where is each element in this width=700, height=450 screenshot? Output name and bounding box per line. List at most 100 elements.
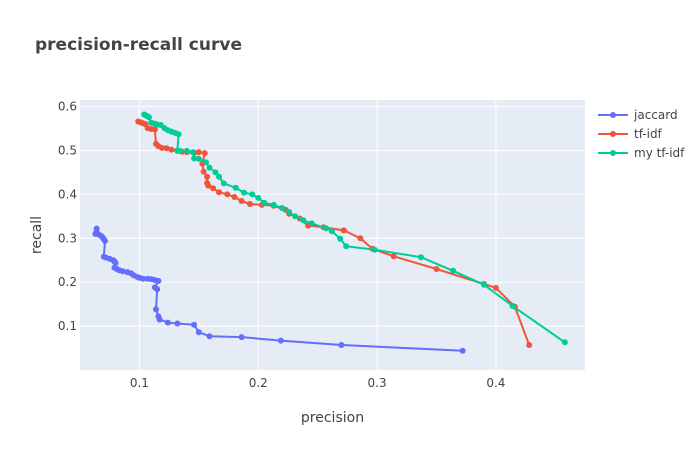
y-tick-label: 0.4 — [58, 187, 77, 201]
data-point — [241, 189, 247, 196]
data-point — [255, 194, 262, 201]
data-point — [231, 194, 238, 200]
x-tick-label: 0.2 — [249, 376, 268, 390]
data-point — [191, 321, 198, 328]
x-tick-labels: 0.1 0.2 0.3 0.4 — [130, 376, 506, 390]
data-point — [340, 227, 347, 234]
data-point — [112, 259, 119, 266]
data-point — [151, 126, 158, 133]
data-point — [195, 149, 202, 156]
data-point — [328, 228, 335, 235]
y-tick-labels: 0.1 0.2 0.3 0.4 0.5 0.6 — [58, 100, 77, 334]
series-layer — [92, 111, 568, 354]
legend-label: jaccard — [633, 108, 678, 122]
data-point — [270, 201, 277, 208]
x-tick-label: 0.4 — [486, 376, 505, 390]
data-point — [220, 180, 227, 187]
data-point — [206, 164, 213, 171]
data-point — [292, 213, 299, 220]
data-point — [159, 144, 165, 151]
data-point — [156, 316, 163, 323]
data-point — [155, 277, 162, 284]
legend-item[interactable]: jaccard — [598, 108, 678, 122]
legend-label: my tf-idf — [634, 146, 685, 160]
data-point — [338, 342, 345, 348]
y-tick-label: 0.3 — [58, 231, 77, 245]
x-tick-label: 0.1 — [130, 376, 149, 390]
y-gridlines — [80, 106, 585, 327]
data-point — [246, 201, 253, 207]
x-gridlines — [138, 100, 497, 370]
chart-title: precision-recall curve — [35, 35, 242, 55]
data-point — [216, 173, 222, 180]
data-point — [261, 199, 268, 206]
data-point — [145, 114, 152, 121]
series-jaccard — [92, 225, 466, 354]
legend-marker — [610, 131, 616, 137]
data-point — [200, 168, 207, 175]
data-point — [526, 342, 533, 348]
data-point — [203, 159, 209, 166]
y-tick-label: 0.5 — [58, 143, 77, 157]
legend-item[interactable]: my tf-idf — [598, 146, 685, 160]
data-point — [204, 173, 211, 180]
data-point — [450, 267, 457, 274]
x-axis-title: precision — [301, 410, 364, 426]
series-my-tf-idf — [141, 111, 568, 346]
data-point — [195, 329, 202, 336]
data-point — [337, 235, 344, 242]
data-point — [357, 235, 364, 242]
y-tick-label: 0.6 — [58, 100, 77, 114]
data-point — [390, 253, 397, 260]
data-point — [343, 243, 350, 250]
data-point — [238, 198, 245, 204]
data-point — [168, 146, 175, 153]
legend-marker — [610, 150, 616, 156]
data-point — [300, 217, 307, 224]
data-point — [238, 334, 245, 341]
data-point — [191, 155, 198, 162]
data-point — [212, 169, 219, 176]
data-point — [163, 145, 170, 152]
legend-item[interactable]: tf-idf — [598, 127, 663, 141]
data-point — [102, 237, 108, 244]
y-axis-title: recall — [29, 216, 45, 254]
data-point — [216, 189, 222, 196]
data-point — [189, 149, 196, 156]
data-point — [140, 275, 146, 282]
data-point — [418, 254, 424, 261]
data-point — [492, 284, 499, 291]
data-point — [371, 246, 378, 253]
y-tick-label: 0.2 — [58, 275, 77, 289]
legend[interactable]: jaccard tf-idf my tf-idf — [598, 108, 685, 160]
plot-area — [80, 100, 585, 370]
data-point — [249, 191, 256, 198]
data-point — [183, 147, 190, 154]
legend-marker — [610, 112, 616, 118]
data-point — [224, 191, 231, 198]
data-point — [509, 302, 516, 309]
data-point — [175, 131, 182, 138]
data-point — [195, 155, 202, 162]
data-point — [206, 333, 213, 340]
x-tick-label: 0.3 — [368, 376, 387, 390]
data-point — [205, 182, 212, 189]
data-point — [481, 281, 487, 288]
data-point — [459, 347, 466, 354]
data-point — [286, 209, 293, 215]
data-point — [164, 319, 171, 326]
data-point — [153, 306, 159, 313]
legend-label: tf-idf — [634, 127, 663, 141]
data-point — [433, 266, 440, 272]
data-point — [176, 147, 183, 154]
data-point — [201, 150, 208, 157]
data-point — [232, 184, 239, 191]
data-point — [561, 339, 568, 346]
data-point — [323, 225, 329, 232]
data-point — [279, 205, 285, 211]
data-point — [308, 220, 315, 227]
data-point — [210, 185, 217, 192]
y-tick-label: 0.1 — [58, 319, 77, 333]
data-point — [119, 268, 126, 275]
